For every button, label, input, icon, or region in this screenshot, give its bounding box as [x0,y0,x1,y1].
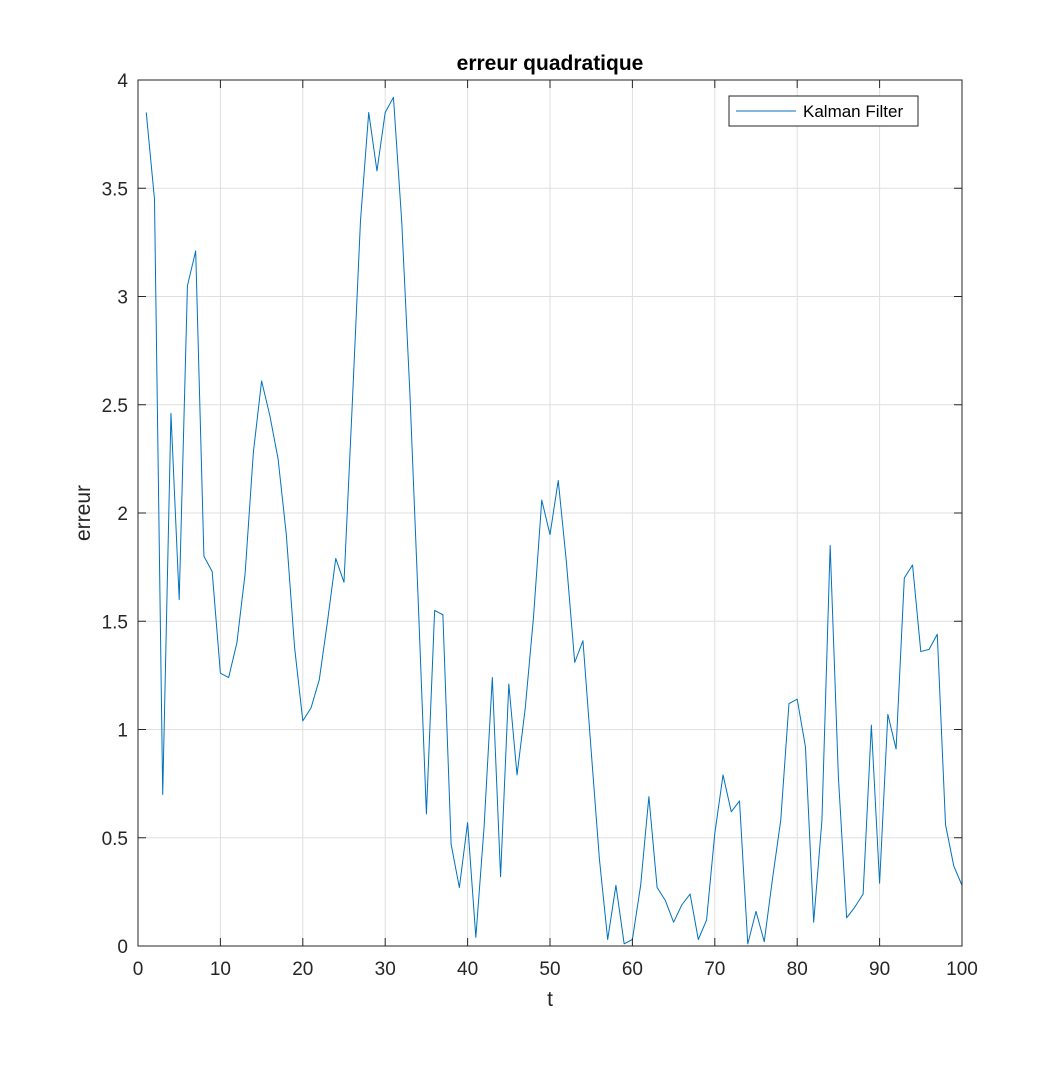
x-tick-label: 0 [133,959,144,980]
x-tick-label: 90 [869,959,890,980]
x-tick-label: 10 [210,959,231,980]
y-tick-label: 1 [117,721,128,742]
x-tick-label: 80 [787,959,808,980]
x-tick-label: 60 [622,959,643,980]
y-tick-labels: 0 0.5 1 1.5 2 2.5 3 3.5 4 [102,71,129,958]
y-tick-label: 2 [117,504,128,525]
y-tick-label: 3.5 [102,179,128,200]
x-tick-label: 40 [457,959,478,980]
tick-marks [137,79,963,947]
x-tick-label: 30 [375,959,396,980]
y-tick-label: 4 [117,71,128,92]
x-tick-label: 100 [946,959,978,980]
x-tick-label: 50 [539,959,560,980]
legend-label: Kalman Filter [803,102,903,121]
chart-title: erreur quadratique [457,52,644,75]
x-tick-label: 70 [704,959,725,980]
y-tick-label: 0 [117,937,128,958]
series-line-kalman-filter [145,96,963,945]
grid-lines [138,80,962,946]
y-tick-label: 2.5 [102,396,128,417]
x-tick-labels: 0 10 20 30 40 50 60 70 80 90 100 [133,959,978,980]
legend[interactable]: Kalman Filter [728,95,919,127]
x-tick-label: 20 [292,959,313,980]
y-tick-label: 1.5 [102,612,128,633]
y-tick-label: 0.5 [102,829,128,850]
y-tick-label: 3 [117,288,128,309]
series-layer [145,96,963,945]
x-axis-label: t [547,988,553,1011]
y-axis-label: erreur [72,485,95,541]
